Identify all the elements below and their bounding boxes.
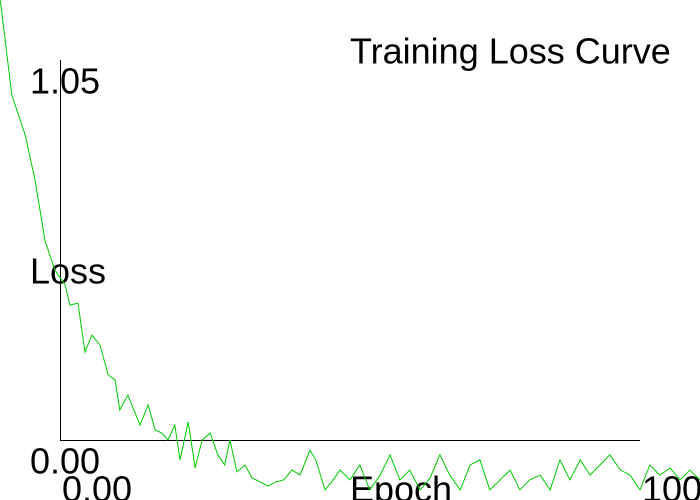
x-tick-label: 100 [642, 469, 700, 500]
y-axis-label: Loss [30, 251, 106, 292]
y-tick-label: 1.05 [30, 61, 100, 102]
x-axis-label: Epoch [350, 469, 452, 500]
chart-title: Training Loss Curve [350, 31, 671, 72]
y-tick-label: 0.00 [30, 441, 100, 482]
x-tick-label: 0.00 [62, 469, 132, 500]
